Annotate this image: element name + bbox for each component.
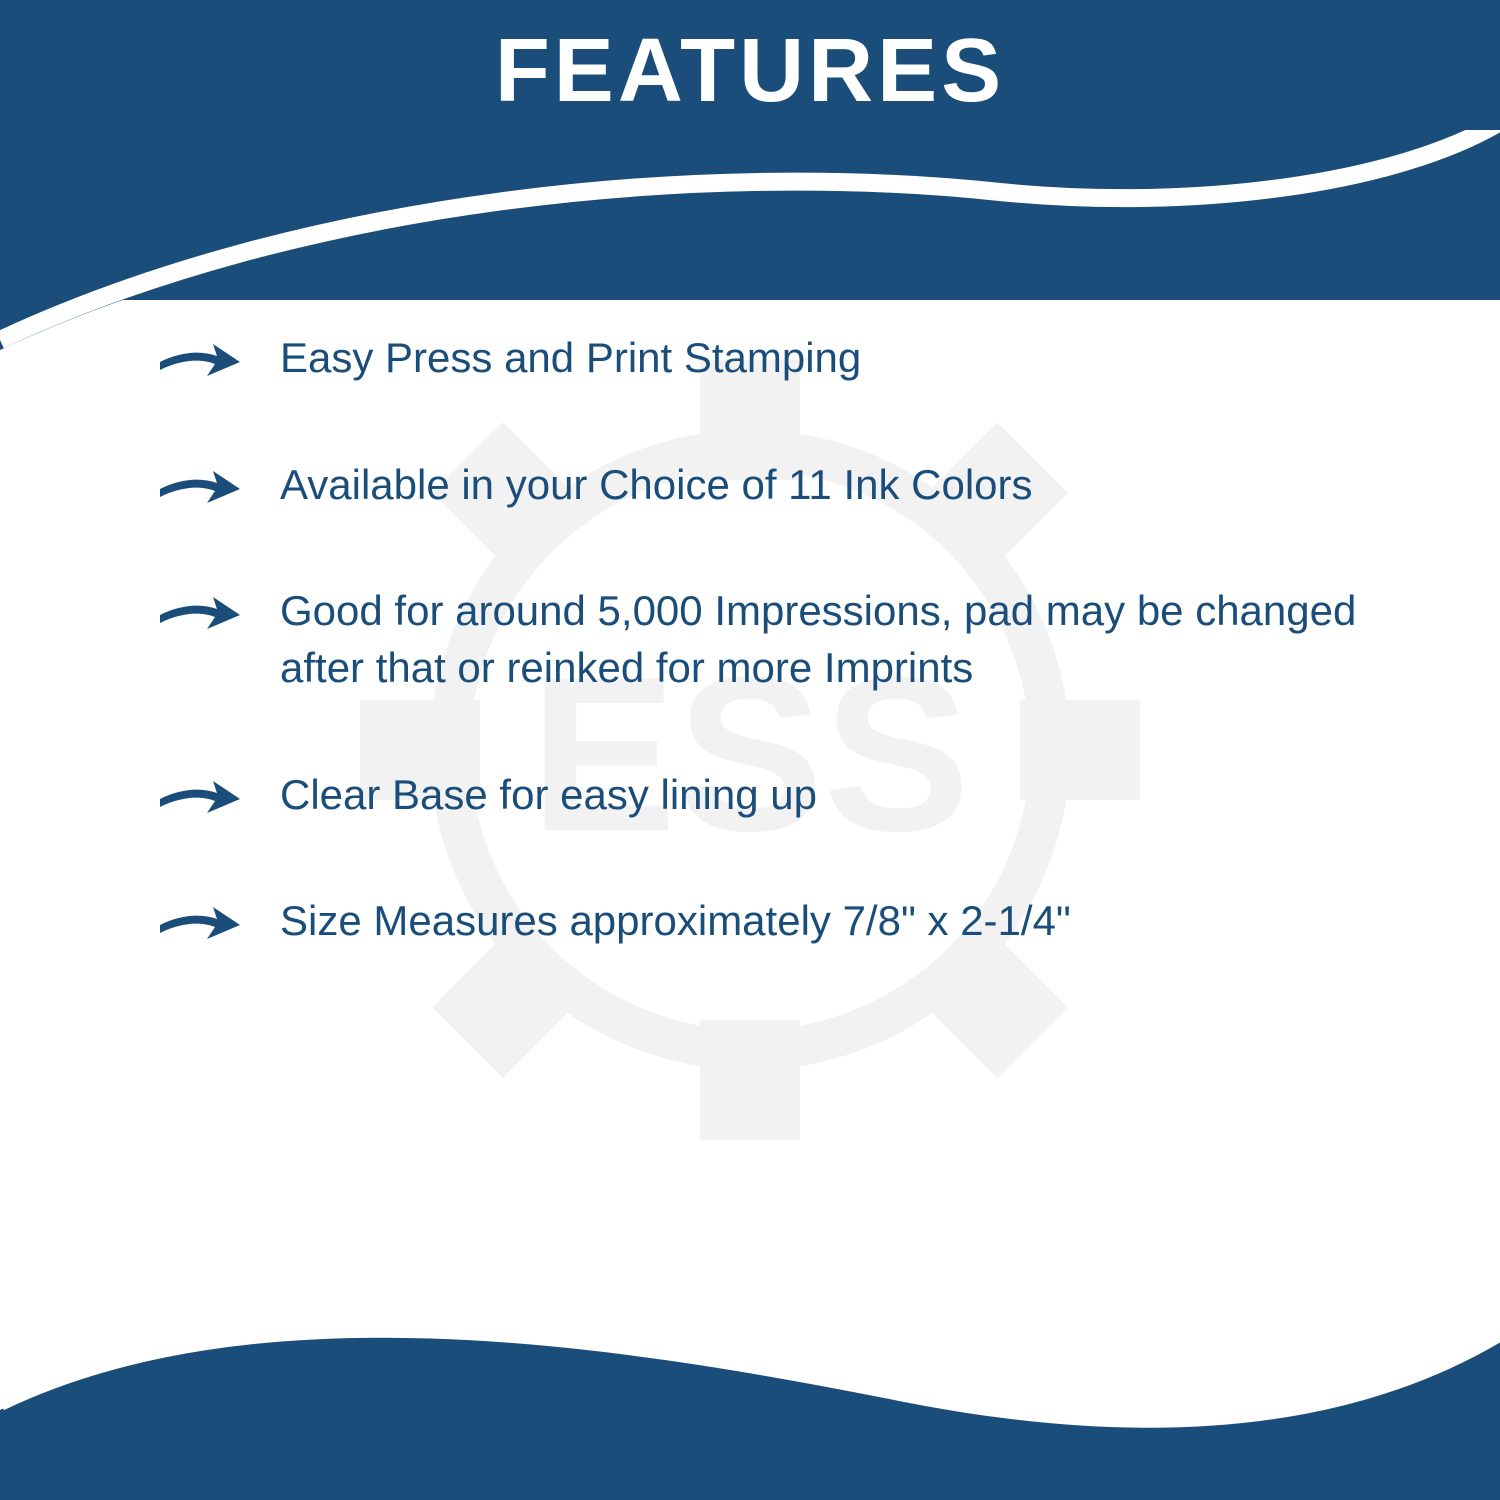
feature-text: Available in your Choice of 11 Ink Color… (280, 457, 1033, 514)
feature-item: Available in your Choice of 11 Ink Color… (150, 457, 1400, 514)
arrow-icon (150, 771, 250, 821)
wave-bottom (0, 1280, 1500, 1500)
arrow-icon (150, 897, 250, 947)
feature-text: Good for around 5,000 Impressions, pad m… (280, 583, 1400, 696)
feature-text: Size Measures approximately 7/8" x 2-1/4… (280, 893, 1071, 950)
arrow-icon (150, 587, 250, 637)
feature-item: Easy Press and Print Stamping (150, 330, 1400, 387)
feature-item: Clear Base for easy lining up (150, 767, 1400, 824)
feature-text: Clear Base for easy lining up (280, 767, 817, 824)
feature-item: Good for around 5,000 Impressions, pad m… (150, 583, 1400, 696)
feature-item: Size Measures approximately 7/8" x 2-1/4… (150, 893, 1400, 950)
arrow-icon (150, 461, 250, 511)
feature-list: Easy Press and Print Stamping Available … (150, 330, 1400, 1280)
feature-text: Easy Press and Print Stamping (280, 330, 861, 387)
arrow-icon (150, 334, 250, 384)
page-title: FEATURES (495, 20, 1005, 123)
